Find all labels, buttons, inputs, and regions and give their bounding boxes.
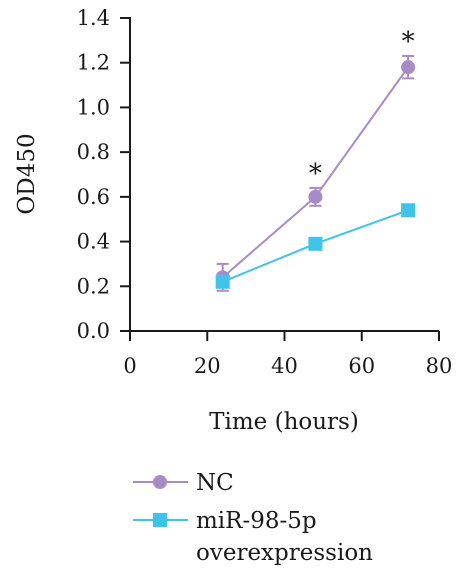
x-axis-title: Time (hours) — [209, 409, 359, 435]
series-mir-98-5p — [215, 203, 416, 289]
data-point — [401, 203, 416, 218]
data-point — [308, 189, 323, 204]
axes — [129, 17, 439, 332]
x-tick-label: 20 — [194, 354, 221, 378]
legend: NC miR-98-5p overexpression — [133, 470, 373, 566]
legend-item-nc: NC — [133, 470, 234, 496]
legend-item-mir: miR-98-5p overexpression — [133, 508, 373, 566]
x-ticks: 0 20 40 60 80 — [123, 331, 452, 378]
y-tick-label: 0.0 — [77, 319, 110, 343]
legend-marker-mir — [153, 513, 167, 527]
legend-marker-nc — [153, 475, 167, 489]
y-tick-label: 1.0 — [77, 95, 110, 119]
y-axis-title: OD450 — [14, 133, 40, 214]
x-tick-label: 40 — [271, 354, 298, 378]
x-tick-label: 80 — [426, 354, 453, 378]
data-point — [215, 274, 230, 289]
y-tick-label: 0.4 — [77, 230, 110, 254]
data-point — [308, 236, 323, 251]
legend-label-mir-line2: overexpression — [196, 540, 373, 566]
x-tick-label: 0 — [123, 354, 136, 378]
y-tick-label: 1.4 — [77, 6, 110, 30]
significance-asterisk: * — [309, 159, 322, 189]
y-tick-label: 0.2 — [77, 274, 110, 298]
significance-asterisk: * — [402, 27, 415, 57]
legend-label-mir-line1: miR-98-5p — [196, 508, 317, 534]
data-point — [401, 60, 416, 75]
y-ticks: 0.0 0.2 0.4 0.6 0.8 1.0 1.2 1.4 — [77, 6, 130, 343]
y-tick-label: 0.6 — [77, 185, 110, 209]
legend-label-nc: NC — [196, 470, 234, 496]
x-tick-label: 60 — [348, 354, 375, 378]
series-layer — [215, 55, 416, 292]
y-tick-label: 1.2 — [77, 51, 110, 75]
y-tick-label: 0.8 — [77, 140, 110, 164]
annotations: ** — [309, 27, 415, 189]
